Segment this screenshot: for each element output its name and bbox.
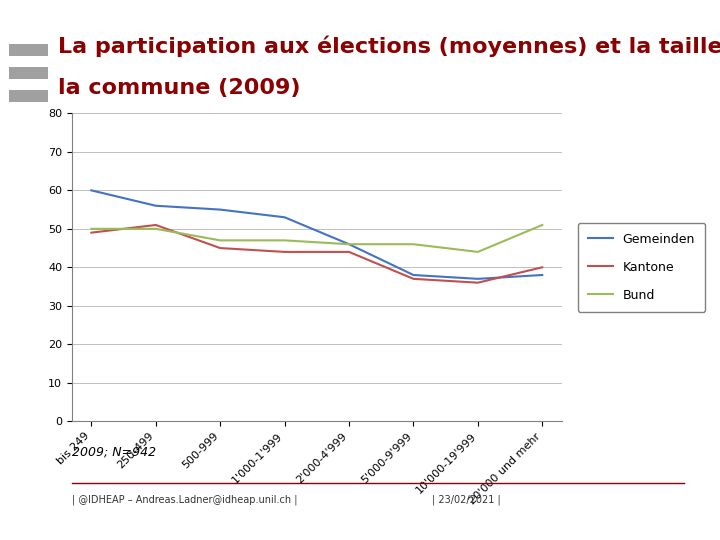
Kantone <box>345 248 354 255</box>
Text: 2009; N=942: 2009; N=942 <box>72 446 156 458</box>
Gemeinden <box>87 187 96 194</box>
Gemeinden <box>538 272 546 278</box>
Kantone <box>474 280 482 286</box>
Legend: Gemeinden, Kantone, Bund: Gemeinden, Kantone, Bund <box>577 223 705 312</box>
Bund <box>280 237 289 244</box>
Text: la commune (2009): la commune (2009) <box>58 78 300 98</box>
Text: La participation aux élections (moyennes) et la taille de: La participation aux élections (moyennes… <box>58 35 720 57</box>
Bund <box>87 226 96 232</box>
Line: Kantone: Kantone <box>91 225 542 283</box>
Line: Bund: Bund <box>91 225 542 252</box>
Line: Gemeinden: Gemeinden <box>91 191 542 279</box>
Gemeinden <box>216 206 225 213</box>
Gemeinden <box>345 241 354 247</box>
Text: | @IDHEAP – Andreas.Ladner@idheap.unil.ch |: | @IDHEAP – Andreas.Ladner@idheap.unil.c… <box>72 494 297 504</box>
Kantone <box>409 275 418 282</box>
Bund <box>345 241 354 247</box>
Kantone <box>87 230 96 236</box>
Bund <box>216 237 225 244</box>
Kantone <box>216 245 225 251</box>
Kantone <box>538 264 546 271</box>
Gemeinden <box>409 272 418 278</box>
Bund <box>151 226 160 232</box>
Gemeinden <box>474 275 482 282</box>
Kantone <box>280 248 289 255</box>
Gemeinden <box>280 214 289 220</box>
Bund <box>538 222 546 228</box>
Kantone <box>151 222 160 228</box>
Text: | 23/02/2021 |: | 23/02/2021 | <box>432 494 500 504</box>
Gemeinden <box>151 202 160 209</box>
Bund <box>474 248 482 255</box>
Bund <box>409 241 418 247</box>
